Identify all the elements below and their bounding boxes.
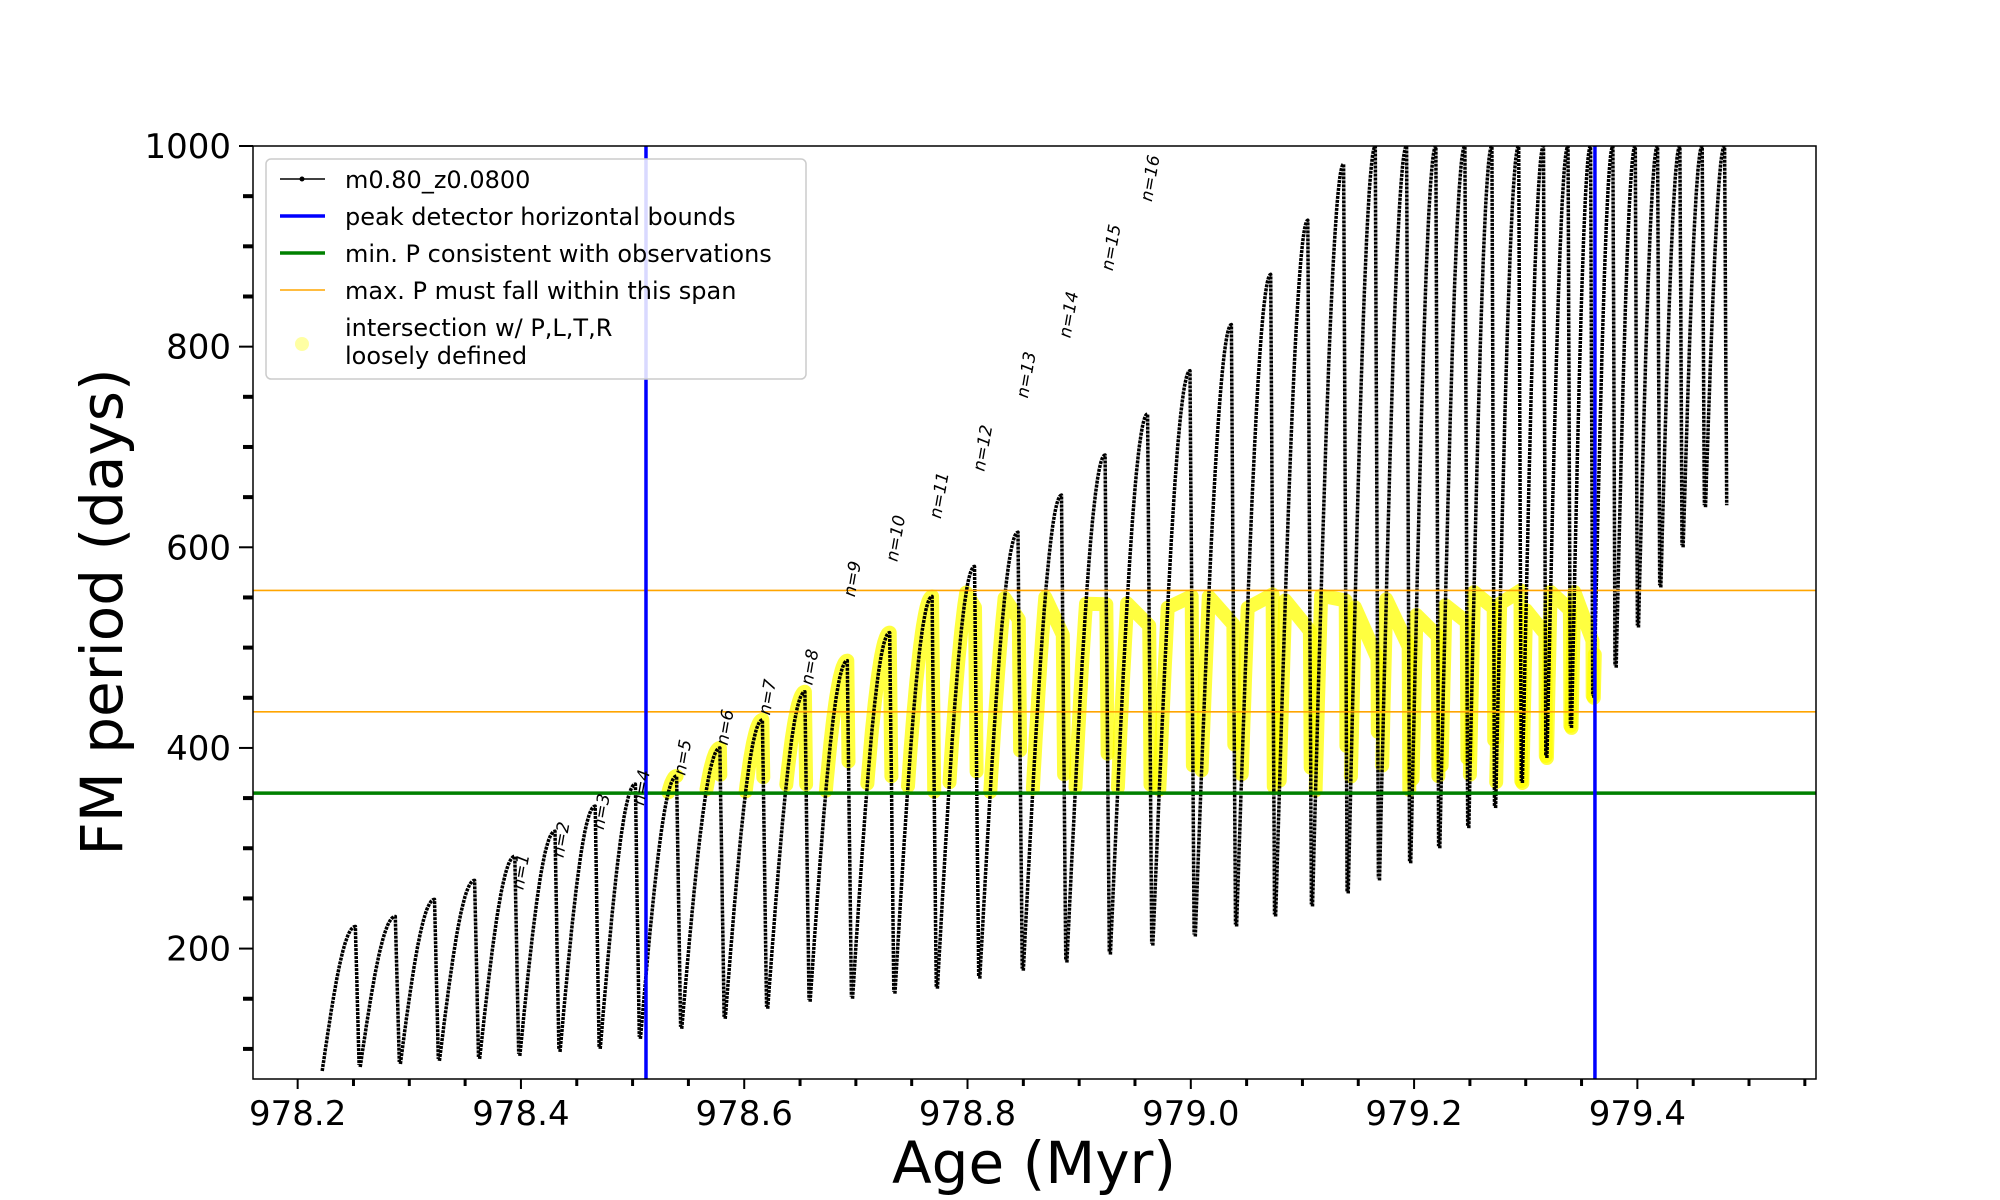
plot-frame <box>252 145 1817 1080</box>
x-tick-label: 979.0 <box>1142 1094 1239 1134</box>
x-tick-label: 978.8 <box>919 1094 1016 1134</box>
pulse-curve <box>1636 146 1662 628</box>
pulse-curve <box>1493 146 1524 809</box>
y-tick-label: 600 <box>166 528 231 568</box>
y-tick-label: 800 <box>166 328 231 368</box>
pulse-curve <box>893 594 939 994</box>
legend-label-model: m0.80_z0.0800 <box>345 166 530 194</box>
y-tick-label: 400 <box>166 729 231 769</box>
legend-entry-min-p: min. P consistent with observations <box>280 240 772 268</box>
pulse-curve <box>1065 453 1112 963</box>
pulse-curve <box>1467 146 1497 829</box>
pulse-curve <box>1108 412 1154 955</box>
legend-entry-peak-bounds: peak detector horizontal bounds <box>280 203 736 231</box>
plot-area <box>253 146 1816 1079</box>
pulse-curve <box>1520 146 1548 784</box>
legend: m0.80_z0.0800 peak detector horizontal b… <box>265 158 807 380</box>
intersection-band <box>1343 600 1385 784</box>
pulse-curve <box>1346 146 1381 894</box>
pulse-curve <box>808 658 854 1002</box>
legend-box <box>265 158 807 380</box>
pulse-curve <box>1193 322 1238 937</box>
legend-entry-max-p: max. P must fall within this span <box>280 277 736 305</box>
pulse-curve <box>320 924 361 1072</box>
legend-marker-intersection <box>295 337 309 351</box>
x-tick-label: 979.4 <box>1589 1094 1686 1134</box>
y-tick-label: 200 <box>166 930 231 970</box>
pulse-curve <box>1310 162 1349 907</box>
pulse-curve <box>1234 272 1277 927</box>
y-axis: 200 400 600 800 1000 <box>144 127 253 1051</box>
pulse-curve <box>978 530 1024 979</box>
pulse-curve <box>1569 146 1595 728</box>
pulse-curve <box>1614 146 1640 668</box>
pulse-curve <box>598 782 642 1050</box>
x-tick-label: 978.4 <box>472 1094 569 1134</box>
x-axis: 978.2 978.4 978.6 978.8 979.0 979.2 979.4 <box>249 1079 1807 1134</box>
x-axis-title: Age (Myr) <box>892 1129 1176 1197</box>
pulse-curve <box>398 897 441 1065</box>
horizontal-reference-lines <box>253 589 1816 795</box>
legend-label-intersection: intersection w/ P,L,T,R loosely defined <box>345 314 612 370</box>
pulse-curve <box>638 774 683 1040</box>
pulse-curve <box>1681 146 1707 548</box>
pulse-curve <box>765 690 811 1009</box>
pulse-curve <box>1021 493 1068 971</box>
x-tick-label: 978.6 <box>696 1094 793 1134</box>
legend-label-peak-bounds: peak detector horizontal bounds <box>345 203 736 231</box>
pulse-curve <box>358 914 402 1068</box>
pulse-curve <box>1377 146 1412 881</box>
pulse-curve <box>558 804 601 1053</box>
x-tick-label: 979.2 <box>1365 1094 1462 1134</box>
pulse-curve <box>1408 146 1441 864</box>
pulse-curve <box>518 829 561 1057</box>
legend-label-min-p: min. P consistent with observations <box>345 240 772 268</box>
pulse-curve <box>1438 146 1470 849</box>
pulse-curve <box>1659 146 1684 588</box>
pulse-curve <box>1592 146 1617 698</box>
pulse-curve <box>850 630 896 999</box>
pulse-curve <box>1703 146 1729 508</box>
y-axis-title: FM period (days) <box>68 368 136 855</box>
y-tick-label: 1000 <box>144 127 231 167</box>
pulse-curve <box>723 718 769 1019</box>
legend-marker-model <box>299 176 305 182</box>
legend-entry-intersection: intersection w/ P,L,T,R loosely defined <box>295 314 612 370</box>
pulse-curve <box>1545 146 1573 759</box>
x-tick-label: 978.2 <box>249 1094 346 1134</box>
pulse-curve <box>477 854 521 1060</box>
legend-label-max-p: max. P must fall within this span <box>345 277 736 305</box>
pulse-curve <box>437 878 481 1062</box>
legend-entry-model: m0.80_z0.0800 <box>280 166 530 194</box>
pulse-curve <box>935 564 981 989</box>
pulse-curve <box>1151 368 1196 946</box>
